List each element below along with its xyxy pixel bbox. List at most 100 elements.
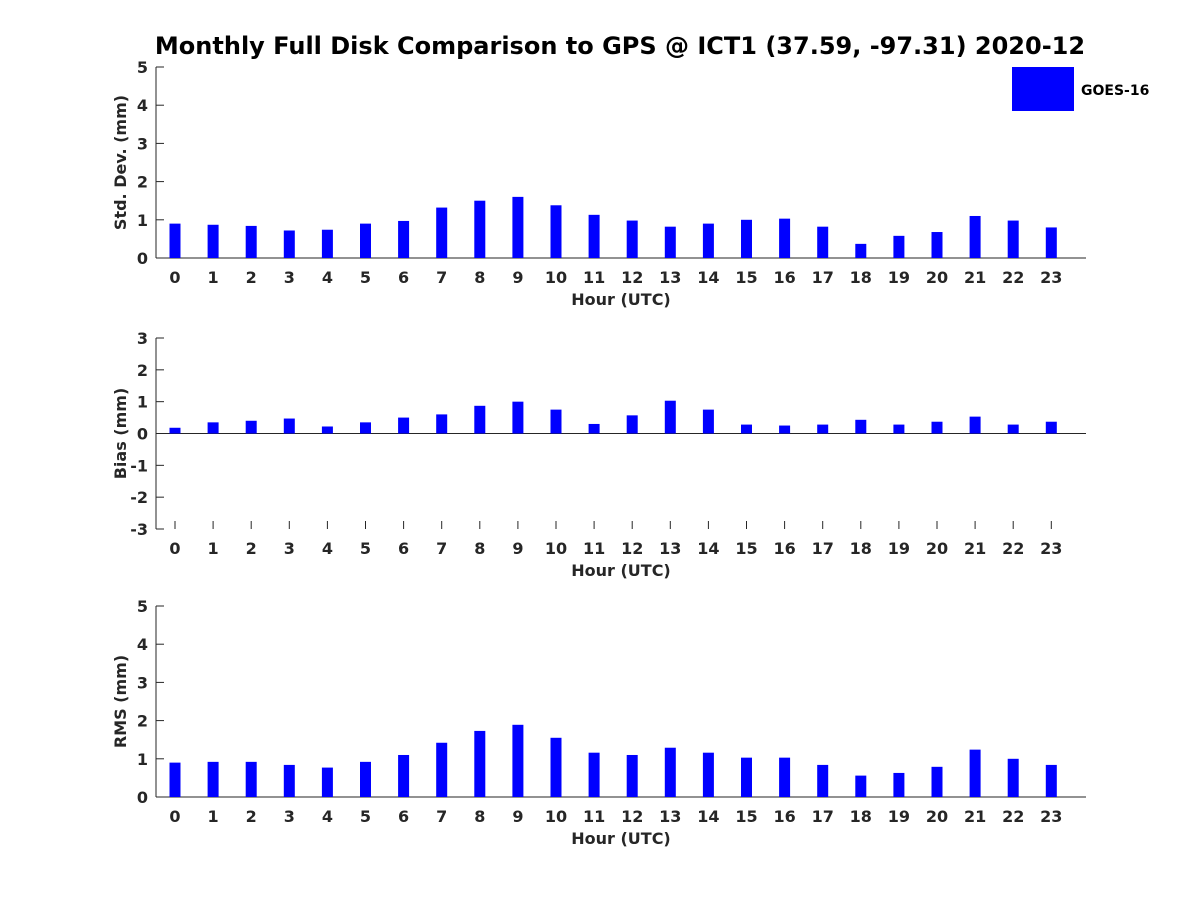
std-dev-x-tick-label: 18 xyxy=(850,268,872,287)
rms-bar-hour-3 xyxy=(283,764,295,797)
std-dev-bar-hour-22 xyxy=(1007,220,1019,258)
rms-x-tick-label: 3 xyxy=(284,807,295,826)
std-dev-bar-hour-1 xyxy=(207,224,219,258)
bias-y-tick-label: -1 xyxy=(130,456,148,475)
std-dev-bar-hour-2 xyxy=(245,225,257,258)
rms-bar-hour-23 xyxy=(1045,764,1057,797)
rms-bar-hour-19 xyxy=(893,772,905,797)
std-dev-x-tick-label: 14 xyxy=(697,268,719,287)
rms-x-tick-label: 14 xyxy=(697,807,719,826)
bias-x-tick-label: 19 xyxy=(888,539,910,558)
legend-label: GOES-16 xyxy=(1081,83,1149,99)
bias-x-tick-label: 13 xyxy=(659,539,681,558)
std-dev-bar-hour-13 xyxy=(664,226,676,258)
bias-y-tick-label: -2 xyxy=(130,488,148,507)
rms-bar-hour-5 xyxy=(360,761,371,797)
rms-x-tick-label: 15 xyxy=(735,807,757,826)
rms-x-tick-label: 13 xyxy=(659,807,681,826)
rms-bar-hour-6 xyxy=(398,754,410,797)
bias-x-tick-label: 5 xyxy=(360,539,371,558)
rms-bar-hour-17 xyxy=(817,764,829,797)
rms-bar-hour-4 xyxy=(321,767,333,797)
rms-x-tick-label: 16 xyxy=(773,807,795,826)
std-dev-bar-hour-19 xyxy=(893,235,905,258)
rms-bar-hour-15 xyxy=(741,757,752,797)
std-dev-x-tick-label: 0 xyxy=(169,268,180,287)
bias-y-tick-label: 1 xyxy=(137,393,148,412)
std-dev-bar-hour-9 xyxy=(512,196,524,258)
std-dev-bar-hour-16 xyxy=(779,218,791,258)
rms-bar-hour-12 xyxy=(626,754,638,797)
bias-x-tick-label: 2 xyxy=(246,539,257,558)
rms-y-tick-label: 2 xyxy=(137,712,148,731)
bias-bar-hour-7 xyxy=(436,414,448,434)
rms-x-axis-label: Hour (UTC) xyxy=(571,829,671,848)
rms-x-tick-label: 7 xyxy=(436,807,447,826)
std-dev-y-tick-label: 5 xyxy=(137,58,148,77)
std-dev-bar-hour-4 xyxy=(321,229,333,258)
bias-x-tick-label: 3 xyxy=(284,539,295,558)
bias-x-tick-label: 17 xyxy=(812,539,834,558)
legend-swatch xyxy=(1012,67,1074,111)
bias-x-tick-label: 10 xyxy=(545,539,567,558)
std-dev-x-tick-label: 1 xyxy=(208,268,219,287)
std-dev-x-tick-label: 23 xyxy=(1040,268,1062,287)
rms-x-tick-label: 23 xyxy=(1040,807,1062,826)
std-dev-bar-hour-14 xyxy=(702,223,714,258)
rms-x-tick-label: 11 xyxy=(583,807,605,826)
figure-title: Monthly Full Disk Comparison to GPS @ IC… xyxy=(155,32,1085,60)
bias-bar-hour-16 xyxy=(779,425,791,434)
bias-bar-hour-13 xyxy=(664,400,676,434)
rms-bar-hour-1 xyxy=(207,761,219,797)
rms-bar-hour-9 xyxy=(512,724,524,797)
bias-y-tick-label: -3 xyxy=(130,520,148,539)
std-dev-x-tick-label: 21 xyxy=(964,268,986,287)
bias-x-tick-label: 12 xyxy=(621,539,643,558)
rms-y-tick-label: 3 xyxy=(137,673,148,692)
std-dev-x-tick-label: 8 xyxy=(474,268,485,287)
bias-x-tick-label: 11 xyxy=(583,539,605,558)
std-dev-bar-hour-7 xyxy=(436,207,448,258)
bias-bar-hour-1 xyxy=(207,422,219,434)
rms-bar-hour-14 xyxy=(702,752,714,797)
std-dev-x-tick-label: 4 xyxy=(322,268,333,287)
rms-x-tick-label: 5 xyxy=(360,807,371,826)
std-dev-bar-hour-8 xyxy=(474,200,486,258)
std-dev-x-tick-label: 19 xyxy=(888,268,910,287)
rms-bar-hour-21 xyxy=(969,749,981,797)
rms-x-tick-label: 4 xyxy=(322,807,333,826)
bias-bar-hour-2 xyxy=(245,420,257,434)
bias-x-tick-label: 1 xyxy=(208,539,219,558)
bias-x-tick-label: 23 xyxy=(1040,539,1062,558)
std-dev-x-tick-label: 5 xyxy=(360,268,371,287)
rms-x-tick-label: 6 xyxy=(398,807,409,826)
rms-bar-hour-0 xyxy=(169,762,181,797)
std-dev-x-tick-label: 2 xyxy=(246,268,257,287)
rms-x-tick-label: 12 xyxy=(621,807,643,826)
bias-bar-hour-18 xyxy=(855,419,867,434)
std-dev-bar-hour-18 xyxy=(855,243,867,258)
bias-y-axis-label: Bias (mm) xyxy=(111,388,130,480)
std-dev-y-tick-label: 4 xyxy=(137,96,148,115)
bias-y-tick-label: 3 xyxy=(137,329,148,348)
std-dev-bar-hour-17 xyxy=(817,226,829,258)
rms-x-tick-label: 17 xyxy=(812,807,834,826)
bias-bar-hour-0 xyxy=(169,427,181,434)
bias-x-axis-label: Hour (UTC) xyxy=(571,561,671,580)
bias-bar-hour-14 xyxy=(702,409,714,434)
std-dev-y-tick-label: 3 xyxy=(137,134,148,153)
rms-bar-hour-20 xyxy=(931,766,943,797)
std-dev-bar-hour-6 xyxy=(398,220,410,258)
rms-x-tick-label: 0 xyxy=(169,807,180,826)
bias-x-tick-label: 18 xyxy=(850,539,872,558)
std-dev-y-tick-label: 1 xyxy=(137,211,148,230)
bias-x-tick-label: 15 xyxy=(735,539,757,558)
rms-y-tick-label: 5 xyxy=(137,597,148,616)
std-dev-x-tick-label: 10 xyxy=(545,268,567,287)
rms-bar-hour-8 xyxy=(474,730,486,797)
std-dev-bar-hour-15 xyxy=(741,219,752,258)
bias-bar-hour-19 xyxy=(893,424,905,434)
